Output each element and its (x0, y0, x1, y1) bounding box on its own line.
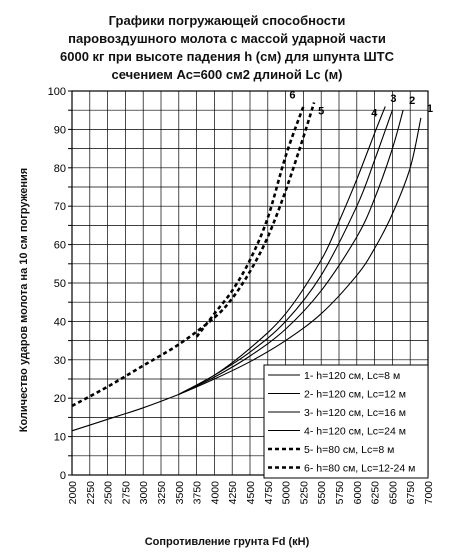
legend-label-2: 2- h=120 см, Lc=12 м (304, 389, 406, 401)
x-tick-label: 7000 (423, 481, 435, 505)
series-line-5 (71, 102, 316, 408)
legend-label-3: 3- h=120 см, Lc=16 м (304, 407, 406, 419)
curve-label-5: 5 (318, 106, 324, 118)
x-tick-label: 2250 (85, 481, 97, 505)
curve-label-2: 2 (409, 95, 415, 107)
y-tick-label: 20 (54, 393, 66, 405)
y-tick-label: 10 (54, 432, 66, 444)
x-tick-label: 5500 (316, 481, 328, 505)
legend-box (263, 364, 429, 479)
y-tick-label: 90 (54, 124, 66, 136)
x-tick-label: 3500 (174, 481, 186, 505)
curve-label-4: 4 (371, 107, 378, 119)
x-axis-label: Сопротивление грунта Fd (кН) (144, 536, 310, 548)
x-tick-label: 4500 (245, 481, 257, 505)
x-tick-label: 5750 (334, 481, 346, 505)
x-tick-label: 6000 (352, 481, 364, 505)
x-tick-label: 3750 (192, 481, 204, 505)
legend-label-4: 4- h=120 см, Lc=24 м (304, 426, 406, 438)
curve-label-6: 6 (289, 89, 295, 101)
y-tick-label: 80 (54, 163, 66, 175)
curve-label-3: 3 (390, 93, 396, 105)
x-tick-label: 3000 (138, 481, 150, 505)
x-tick-label: 3250 (156, 481, 168, 505)
x-tick-label: 4250 (227, 481, 239, 505)
curve-label-1: 1 (427, 103, 433, 115)
axis-ticks: 2000 2250 2500 2750 3000 3250 3500 3750 4000 4250… (48, 86, 435, 504)
x-tick-label: 4000 (209, 481, 221, 505)
x-tick-label: 2500 (103, 481, 115, 505)
y-tick-label: 50 (54, 278, 66, 290)
x-tick-label: 5000 (281, 481, 293, 505)
chart-title-line-1: Графики погружающей способности (108, 13, 346, 28)
y-tick-label: 30 (54, 355, 66, 367)
series-line-1 (71, 117, 422, 432)
x-tick-label: 2000 (67, 481, 79, 505)
x-tick-label: 6750 (405, 481, 417, 505)
y-tick-label: 0 (60, 470, 66, 482)
x-tick-label: 4750 (263, 481, 275, 505)
legend-label-6: 6- h=80 см, Lc=12-24 м (304, 463, 415, 475)
y-tick-label: 70 (54, 201, 66, 213)
chart-title-line-4: сечением Ас=600 см2 длиной Lc (м) (111, 67, 343, 82)
legend-label-5: 5- h=80 см, Lc=8 м (304, 444, 394, 456)
chart-title-line-2: паровоздушного молота с массой ударной ч… (68, 31, 386, 46)
legend: 1- h=120 см, Lc=8 м 2- h=120 см, Lc=12 м 3… (263, 364, 429, 479)
x-tick-label: 6500 (387, 481, 399, 505)
x-tick-label: 6250 (370, 481, 382, 505)
grid-lines (71, 90, 429, 476)
x-tick-label: 2750 (120, 481, 132, 505)
y-tick-label: 100 (48, 86, 66, 98)
series-line-6 (195, 105, 305, 338)
series-line-4 (178, 106, 386, 395)
series-line-2 (178, 110, 404, 395)
chart-title-line-3: 6000 кг при высоте падения h (см) для шп… (60, 49, 394, 64)
legend-label-1: 1- h=120 см, Lc=8 м (304, 370, 400, 382)
series-lines (71, 102, 422, 432)
y-tick-label: 40 (54, 316, 66, 328)
x-tick-label: 5250 (298, 481, 310, 505)
y-tick-label: 60 (54, 240, 66, 252)
